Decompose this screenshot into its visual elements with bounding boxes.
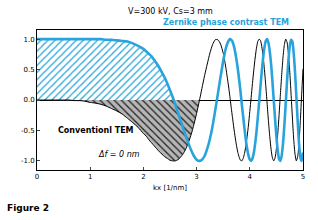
svg-text:2: 2 [141, 173, 145, 181]
svg-text:3: 3 [194, 173, 198, 181]
svg-text:kx [1/nm]: kx [1/nm] [153, 184, 187, 192]
svg-text:Δf = 0 nm: Δf = 0 nm [98, 150, 140, 159]
svg-text:-1.0: -1.0 [21, 157, 35, 165]
svg-text:0.5: 0.5 [23, 66, 34, 74]
svg-text:0: 0 [35, 173, 39, 181]
svg-text:1.0: 1.0 [23, 36, 34, 44]
svg-text:Zernike phase contrast TEM: Zernike phase contrast TEM [163, 18, 289, 27]
svg-text:4: 4 [248, 173, 253, 181]
svg-text:V=300 kV, Cs=3 mm: V=300 kV, Cs=3 mm [128, 7, 213, 16]
svg-text:1: 1 [88, 173, 92, 181]
svg-text:-0.5: -0.5 [21, 127, 35, 135]
svg-text:5: 5 [301, 173, 305, 181]
svg-text:Conventionl TEM: Conventionl TEM [58, 126, 134, 135]
svg-text:0.0: 0.0 [23, 96, 34, 104]
svg-text:Figure 2: Figure 2 [7, 203, 49, 213]
